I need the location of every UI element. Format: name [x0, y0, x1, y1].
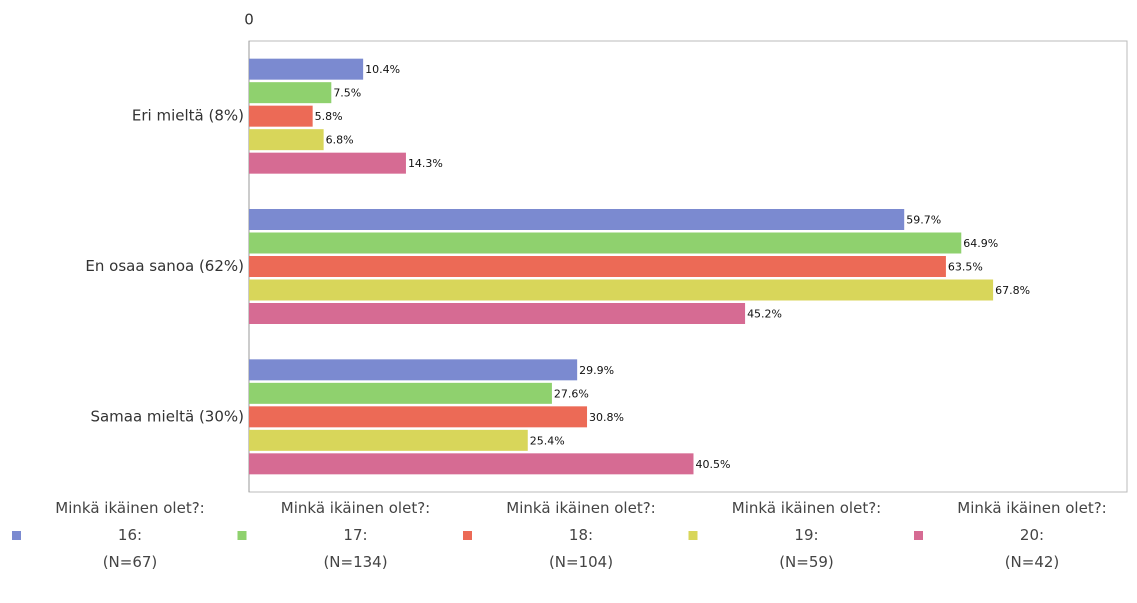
- value-label: 67.8%: [995, 284, 1030, 297]
- bar: [249, 58, 364, 80]
- value-label: 63.5%: [948, 261, 983, 274]
- value-label: 40.5%: [695, 458, 730, 471]
- value-label: 6.8%: [326, 134, 354, 147]
- bar: [249, 232, 962, 254]
- bar: [249, 279, 994, 301]
- value-label: 59.7%: [906, 214, 941, 227]
- bar: [249, 359, 578, 381]
- value-label: 14.3%: [408, 157, 443, 170]
- bar: [249, 453, 694, 475]
- value-label: 30.8%: [589, 411, 624, 424]
- legend-label: Minkä ikäinen olet?: 19: (N=59): [732, 499, 881, 571]
- bar: [249, 382, 552, 404]
- x-tick-label: 0: [244, 11, 254, 29]
- bar: [249, 129, 324, 151]
- bar: [249, 105, 313, 127]
- value-label: 5.8%: [315, 110, 343, 123]
- category-label: Eri mieltä (8%): [132, 107, 244, 125]
- bar: [249, 406, 588, 428]
- bar: [249, 256, 946, 277]
- value-label: 64.9%: [963, 237, 998, 250]
- value-label: 7.5%: [333, 87, 361, 100]
- legend-label: Minkä ikäinen olet?: 18: (N=104): [506, 499, 655, 571]
- legend-swatch: [463, 531, 472, 540]
- legend-label: Minkä ikäinen olet?: 16: (N=67): [55, 499, 204, 571]
- bar: [249, 303, 746, 324]
- value-label: 27.6%: [554, 387, 589, 400]
- bar: [249, 82, 332, 104]
- legend-swatch: [688, 531, 698, 540]
- value-label: 29.9%: [579, 364, 614, 377]
- legend-swatch: [914, 531, 923, 540]
- legend-swatch: [237, 531, 247, 540]
- bar: [249, 152, 406, 174]
- category-label: En osaa sanoa (62%): [85, 257, 244, 275]
- bar: [249, 429, 528, 451]
- legend-label: Minkä ikäinen olet?: 17: (N=134): [281, 499, 430, 571]
- category-label: Samaa mieltä (30%): [90, 407, 244, 425]
- legend-label: Minkä ikäinen olet?: 20: (N=42): [957, 499, 1106, 571]
- value-label: 45.2%: [747, 308, 782, 321]
- bar: [249, 209, 905, 230]
- legend-swatch: [12, 531, 21, 540]
- value-label: 10.4%: [365, 63, 400, 76]
- value-label: 25.4%: [530, 434, 565, 447]
